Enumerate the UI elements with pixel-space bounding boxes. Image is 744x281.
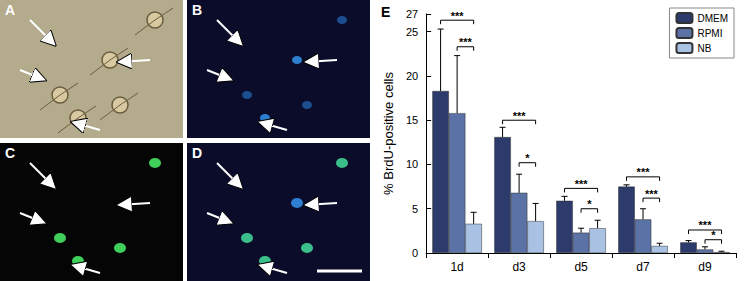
svg-text:***: *** [699, 219, 713, 231]
svg-text:DMEM: DMEM [697, 13, 728, 24]
svg-text:d7: d7 [636, 260, 650, 274]
svg-text:***: *** [459, 36, 473, 48]
svg-text:C: C [5, 145, 15, 161]
svg-text:E: E [381, 4, 390, 20]
svg-text:d5: d5 [574, 260, 588, 274]
svg-text:D: D [192, 145, 202, 161]
svg-text:1d: 1d [450, 260, 463, 274]
svg-text:NB: NB [697, 43, 711, 54]
svg-text:***: *** [645, 188, 659, 200]
svg-text:***: *** [451, 10, 465, 22]
svg-text:*: * [711, 229, 716, 241]
svg-text:% BrdU-positive cells: % BrdU-positive cells [381, 72, 396, 195]
svg-text:25: 25 [406, 26, 418, 38]
svg-text:0: 0 [412, 247, 418, 259]
svg-text:*: * [525, 152, 530, 164]
svg-text:*: * [587, 198, 592, 210]
svg-text:B: B [192, 2, 202, 18]
svg-text:5: 5 [412, 203, 418, 215]
svg-text:***: *** [513, 110, 527, 122]
svg-text:***: *** [575, 178, 589, 190]
svg-text:27: 27 [406, 8, 418, 20]
svg-text:***: *** [637, 166, 651, 178]
svg-text:d9: d9 [698, 260, 712, 274]
svg-text:RPMI: RPMI [697, 28, 722, 39]
svg-text:15: 15 [406, 114, 418, 126]
svg-text:A: A [5, 2, 15, 18]
svg-text:20: 20 [406, 70, 418, 82]
svg-text:d3: d3 [512, 260, 526, 274]
svg-text:10: 10 [406, 158, 418, 170]
